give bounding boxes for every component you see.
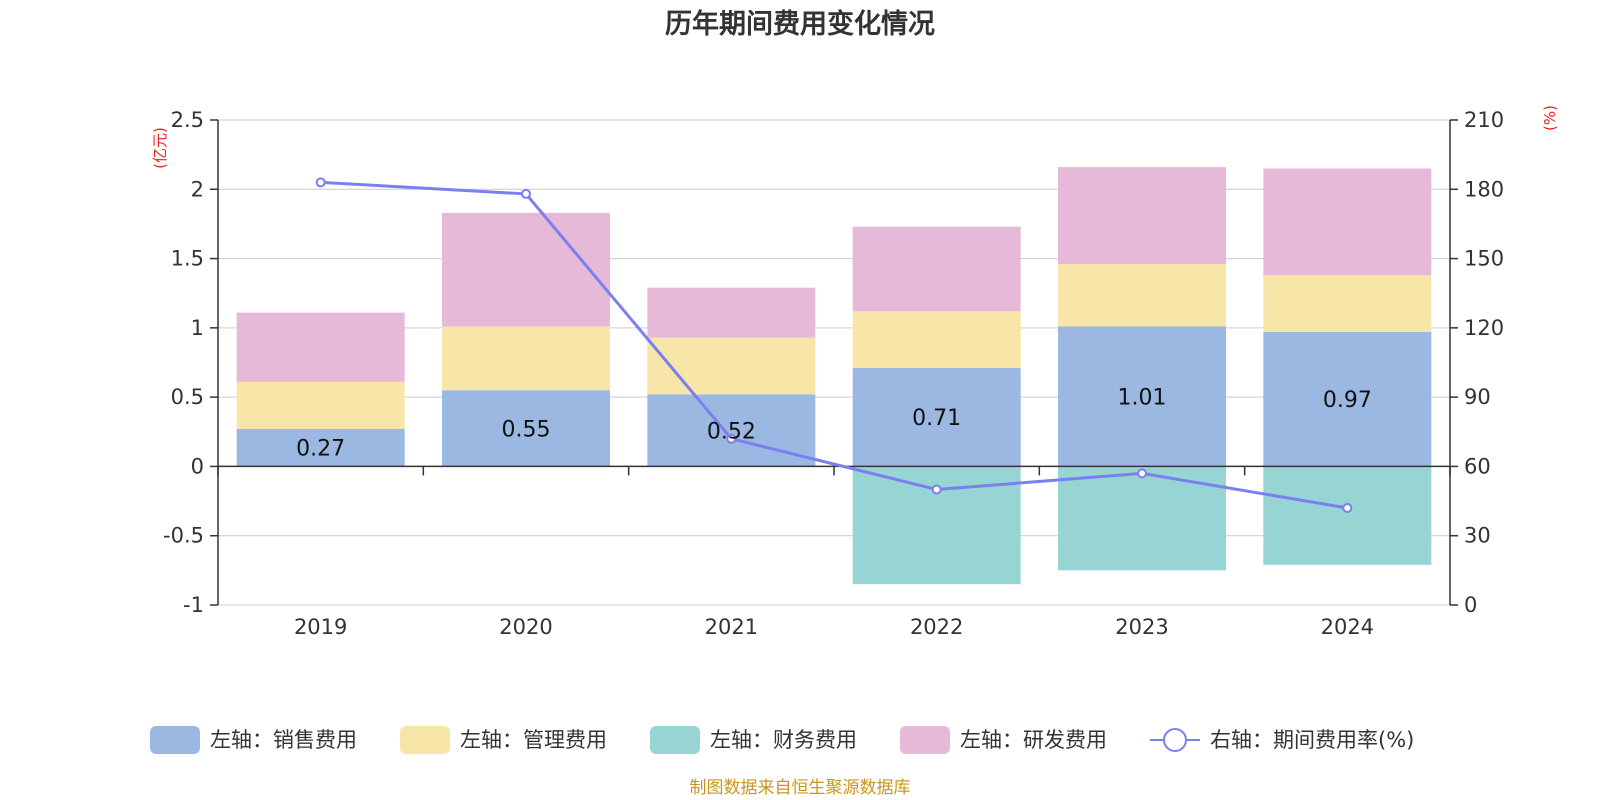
bar-labels-group: 0.27 0.55 0.52 0.71 1.01 0.97 [296,385,1372,461]
right-axis-tick-label: 210 [1464,108,1504,132]
bar-segment [1263,275,1432,333]
legend-swatch [400,726,450,754]
x-axis-label: 2022 [910,615,963,639]
bar-value-label: 0.55 [502,417,551,442]
x-axis-label: 2021 [705,615,758,639]
legend-swatch [150,726,200,754]
bar-value-label: 1.01 [1118,385,1167,410]
bar-value-label: 0.97 [1323,388,1372,413]
bar-segment [236,381,405,430]
left-axis-tick-label: -0.5 [163,524,204,548]
right-axis-tick-label: 0 [1464,593,1477,617]
bars-group [236,167,1432,585]
expense-rate-line-group [315,177,1353,513]
legend-label: 右轴：期间费用率(%) [1210,728,1414,752]
right-axis-tick-label: 90 [1464,385,1491,409]
legend-label: 左轴：研发费用 [960,728,1107,752]
left-axis-tick-label: 2.5 [171,108,204,132]
legend-marker [1163,728,1187,752]
right-axis-tick-label: 60 [1464,454,1491,478]
left-axis-unit: (亿元) [151,127,169,169]
expense-rate-line [320,180,1348,510]
left-axis-tick-label: 2 [191,177,204,201]
x-axis-label: 2019 [294,615,347,639]
expense-rate-point [726,433,737,444]
chart-title: 历年期间费用变化情况 [665,8,935,40]
bar-segment [236,429,405,467]
bar-segment [442,326,610,391]
source-note: 制图数据来自恒生聚源数据库 [690,778,911,798]
left-axis-tick-label: 1.5 [171,247,204,271]
legend-swatch [900,726,950,754]
expense-rate-point [931,484,942,495]
right-axis-tick-label: 180 [1464,177,1504,201]
left-axis-tick-label: 0.5 [171,385,204,409]
left-axis-tick-label: -1 [183,593,204,617]
bar-segment [1263,168,1432,276]
bar-segment [852,368,1021,467]
bar-segment [236,312,405,382]
x-axis-label: 2023 [1115,615,1168,639]
legend: 左轴：销售费用 左轴：管理费用 左轴：财务费用 左轴：研发费用 右轴：期间费用率(%) [150,726,1414,754]
bar-segment [647,394,816,467]
bar-segment [852,311,1021,369]
bar-segment [1058,326,1226,467]
bar-value-label: 0.52 [707,419,756,444]
right-axis-tick-label: 30 [1464,524,1491,548]
legend-label: 左轴：管理费用 [460,728,607,752]
expense-rate-point [315,177,326,188]
bar-segment [1058,264,1226,327]
x-axis-label: 2020 [499,615,552,639]
legend-label: 左轴：财务费用 [710,728,857,752]
right-axis-tick-label: 120 [1464,316,1504,340]
bar-segment [1058,167,1226,265]
bar-segment [1263,332,1432,467]
bar-segment [852,226,1021,312]
bar-segment [442,390,610,467]
bar-segment [442,212,610,327]
right-axis-tick-label: 150 [1464,247,1504,271]
bar-value-label: 0.27 [296,437,345,462]
bar-value-label: 0.71 [912,406,961,431]
left-axis-tick-label: 1 [191,316,204,340]
right-axis-unit: (%) [1541,105,1559,131]
bar-segment [1263,466,1432,565]
legend-label: 左轴：销售费用 [210,728,357,752]
axes-group: 2.5 2 1.5 1 0.5 0 -0.5 -1 210 180 150 120 90 60 30 0 201… [163,108,1504,639]
expense-rate-point [521,188,531,199]
bar-segment [647,337,816,395]
expense-rate-point [1137,468,1147,479]
left-axis-tick-label: 0 [191,454,204,478]
expense-rate-point [1342,503,1353,513]
legend-swatch [650,726,700,754]
bar-segment [647,287,816,338]
x-axis-label: 2024 [1321,615,1374,639]
